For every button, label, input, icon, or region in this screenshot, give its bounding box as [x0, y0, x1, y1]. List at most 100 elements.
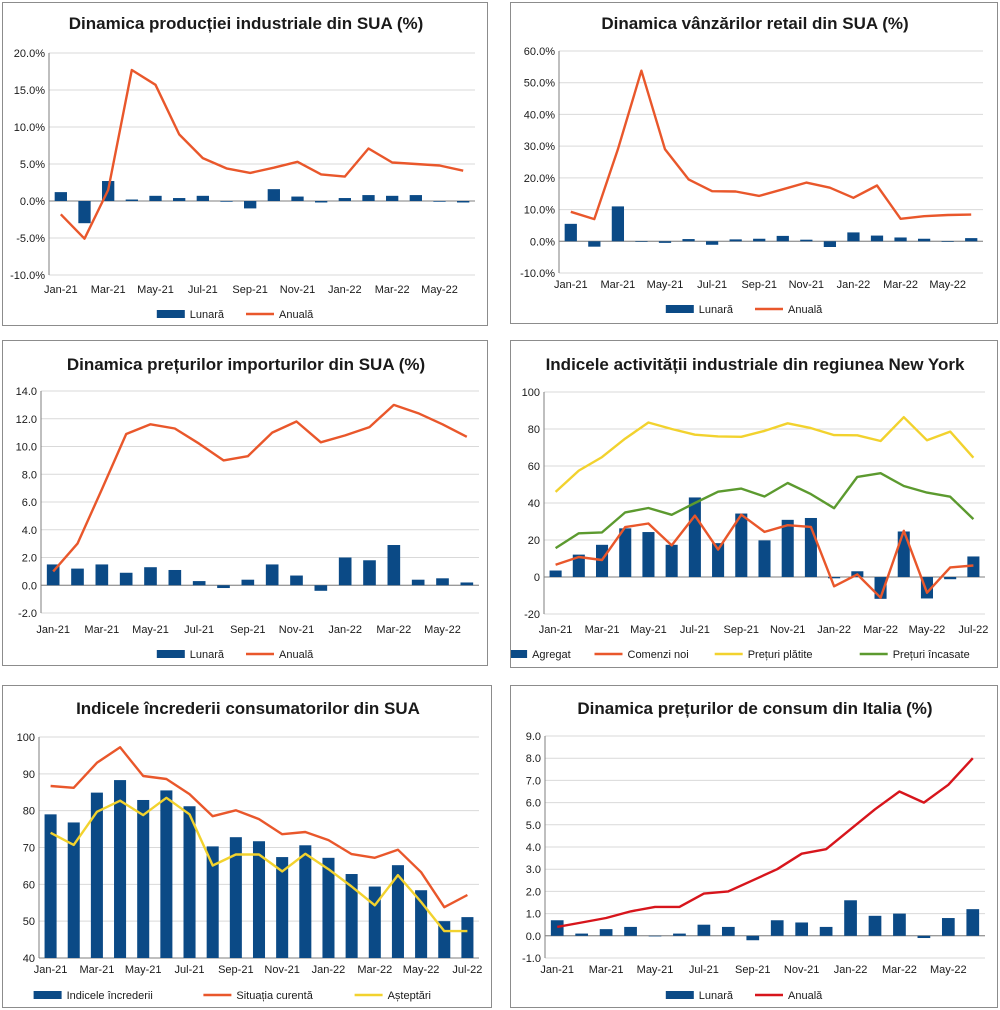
bar-indicele-increderii-oct-21 [252, 841, 266, 958]
legend-label: Anuală [279, 649, 314, 661]
bar-lunara-nov-21 [291, 196, 304, 201]
x-tick-label: Sep-21 [218, 964, 253, 976]
line-asteptari [50, 796, 468, 933]
x-tick-label: Mar-22 [863, 624, 898, 636]
legend-item-lunara: Lunară [156, 309, 225, 321]
x-tick-label: Sep-21 [735, 964, 770, 976]
bar-lunara-jan-21 [564, 223, 577, 242]
bar-lunara-sep-21 [746, 935, 760, 941]
bar-lunara-dec-21 [314, 585, 328, 591]
bar-lunara-may-21 [144, 567, 157, 586]
bar-indicele-increderii-apr-22 [391, 865, 404, 958]
legend-item-anuala: Anuală [246, 309, 314, 321]
bar-lunara-jun-22 [966, 909, 980, 936]
bar-agregat-nov-21 [781, 519, 794, 577]
legend-label: Prețuri plătite [748, 649, 813, 661]
x-tick-label: Jan-21 [539, 624, 573, 636]
y-tick-label: 50 [23, 916, 35, 928]
bar-agregat-may-21 [642, 532, 655, 577]
bar-lunara-may-21 [648, 935, 662, 937]
bar-lunara-apr-21 [624, 926, 637, 936]
bar-lunara-mar-22 [894, 237, 907, 242]
x-tick-label: Nov-21 [784, 964, 819, 976]
bar-agregat-jan-21 [549, 570, 562, 577]
line-preturi-incasate [554, 471, 975, 550]
chart-panel-industrial-production: Dinamica producției industriale din SUA … [2, 2, 488, 326]
bar-lunara-jan-21 [54, 192, 67, 201]
bar-lunara-feb-22 [362, 195, 375, 201]
y-tick-label: 10.0% [524, 205, 555, 217]
chart-svg-italy-consumer-prices: Dinamica prețurilor de consum din Italia… [522, 699, 985, 1002]
y-tick-label: 80 [23, 806, 35, 818]
legend-item-asteptari: Așteptări [354, 990, 431, 1002]
x-tick-label: Nov-21 [770, 624, 805, 636]
x-tick-label: Nov-21 [789, 279, 824, 291]
bar-agregat-apr-22 [897, 531, 910, 577]
bar-indicele-increderii-jan-22 [322, 857, 335, 958]
x-tick-label: Nov-21 [264, 964, 299, 976]
bar-agregat-oct-21 [758, 540, 771, 577]
bar-indicele-increderii-aug-21 [206, 846, 219, 958]
y-tick-label: 4.0 [526, 842, 541, 854]
y-tick-label: -10.0% [10, 270, 45, 282]
bar-lunara-may-21 [149, 195, 162, 201]
bar-lunara-nov-21 [290, 575, 303, 586]
x-tick-label: Mar-21 [91, 284, 126, 296]
y-tick-label: -5.0% [16, 233, 45, 245]
x-tick-label: May-22 [424, 624, 461, 636]
x-tick-label: Jan-22 [312, 964, 346, 976]
bar-lunara-oct-21 [770, 920, 784, 936]
y-tick-label: 14.0 [16, 386, 37, 398]
bar-lunara-nov-21 [795, 922, 809, 936]
x-tick-label: May-22 [909, 624, 946, 636]
bar-indicele-increderii-jul-22 [461, 917, 474, 958]
bar-lunara-jan-22 [847, 232, 860, 242]
bar-lunara-mar-22 [893, 913, 906, 936]
x-tick-label: Jan-22 [328, 624, 362, 636]
x-tick-label: Jul-21 [680, 624, 710, 636]
bar-lunara-jun-21 [168, 569, 182, 586]
x-tick-label: Jan-22 [837, 279, 871, 291]
bar-indicele-increderii-feb-22 [345, 874, 358, 958]
bar-lunara-apr-21 [635, 241, 648, 242]
y-tick-label: 10.0% [14, 122, 45, 134]
bar-lunara-jun-22 [965, 238, 978, 242]
y-tick-label: 2.0 [526, 886, 541, 898]
legend-label: Lunară [190, 649, 225, 661]
legend-swatch-bar [156, 310, 185, 318]
y-tick-label: 9.0 [526, 731, 541, 743]
x-tick-label: Mar-21 [600, 279, 635, 291]
x-tick-label: Mar-21 [84, 624, 119, 636]
legend-label: Agregat [532, 649, 571, 661]
chart-svg-industrial-production: Dinamica producției industriale din SUA … [10, 14, 475, 321]
bar-agregat-feb-21 [572, 554, 585, 577]
y-tick-label: 100 [17, 732, 35, 744]
bar-lunara-oct-21 [265, 564, 279, 586]
x-tick-label: Mar-21 [589, 964, 624, 976]
y-tick-label: 100 [522, 387, 540, 399]
bar-lunara-feb-21 [588, 241, 601, 247]
x-tick-label: Jul-21 [689, 964, 719, 976]
x-tick-label: Jan-22 [817, 624, 851, 636]
y-tick-label: 40.0% [524, 109, 555, 121]
chart-svg-consumer-confidence: Indicele încrederii consumatorilor din S… [17, 699, 483, 1002]
x-tick-label: Jan-22 [834, 964, 868, 976]
x-tick-label: Sep-21 [230, 624, 265, 636]
bar-lunara-oct-21 [776, 235, 789, 242]
bar-lunara-sep-21 [244, 201, 257, 209]
bar-lunara-may-21 [658, 241, 672, 243]
x-tick-label: Jul-21 [697, 279, 727, 291]
y-tick-label: 50.0% [524, 78, 555, 90]
bar-agregat-aug-21 [712, 543, 725, 577]
bar-lunara-feb-21 [575, 933, 589, 936]
bar-agregat-jun-22 [944, 577, 957, 580]
bar-lunara-sep-21 [241, 579, 255, 586]
chart-title: Dinamica producției industriale din SUA … [69, 14, 424, 33]
y-tick-label: 20.0% [14, 48, 45, 60]
y-tick-label: 2.0 [22, 553, 37, 565]
x-tick-label: May-22 [930, 964, 967, 976]
y-tick-label: 0.0% [530, 236, 555, 248]
y-tick-label: -1.0 [522, 953, 541, 965]
y-tick-label: 6.0 [22, 497, 37, 509]
x-tick-label: May-21 [137, 284, 174, 296]
